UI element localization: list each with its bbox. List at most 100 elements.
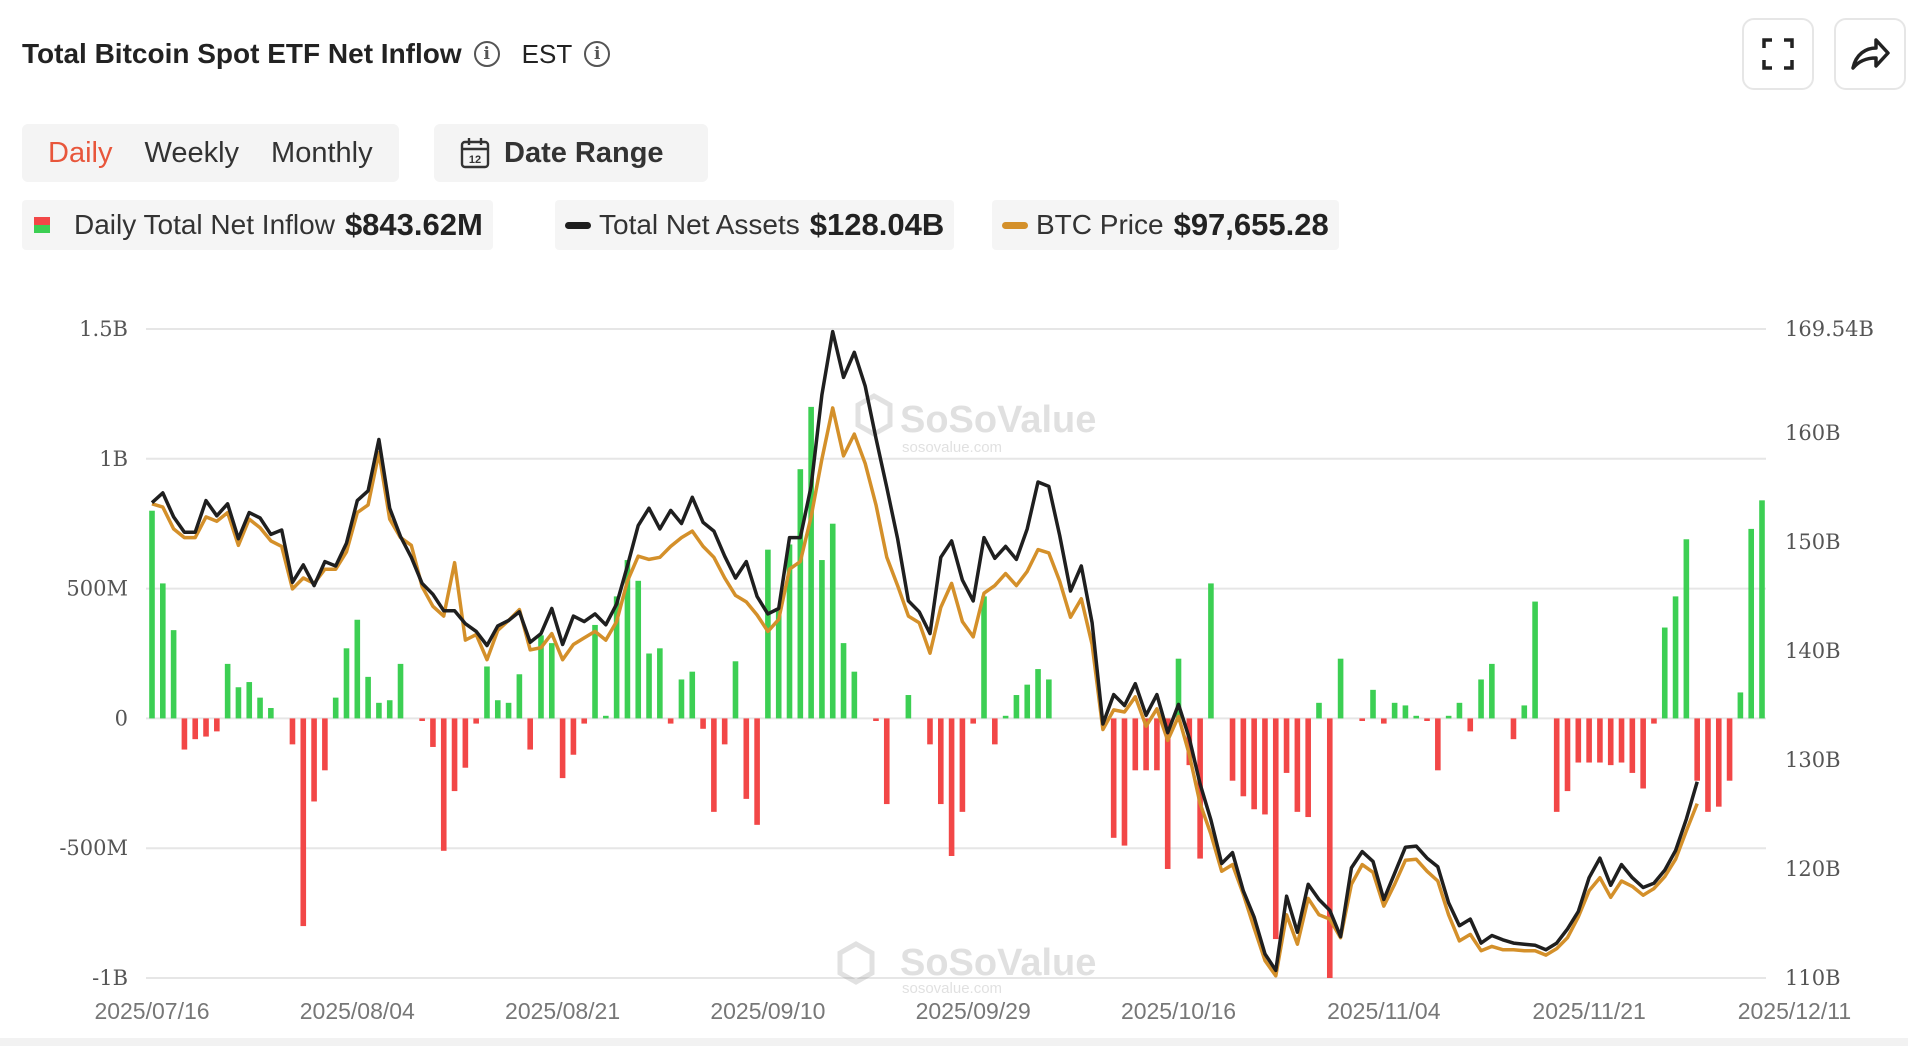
x-tick-label: 2025/08/21: [505, 998, 620, 1024]
inflow-bar-positive: [1456, 702, 1463, 719]
inflow-bar-negative: [1435, 718, 1441, 771]
inflow-bar-positive: [1759, 500, 1765, 719]
inflow-bar-positive: [786, 544, 793, 719]
inflow-bar-negative: [1326, 718, 1333, 978]
inflow-bar-positive: [1002, 715, 1009, 719]
calendar-day: 12: [469, 154, 481, 166]
right-tick-label: 120B: [1785, 857, 1841, 881]
inflow-bar-negative: [462, 718, 469, 768]
inflow-bar-positive: [678, 679, 685, 719]
inflow-bar-negative: [430, 718, 436, 747]
inflow-bar-negative: [992, 718, 998, 745]
inflow-bar-negative: [1272, 718, 1279, 940]
inflow-bar-positive: [797, 469, 804, 719]
inflow-bar-positive: [1035, 669, 1041, 719]
x-tick-label: 2025/12/11: [1738, 998, 1851, 1024]
inflow-bar-negative: [300, 718, 307, 927]
left-tick-label: 0: [115, 706, 128, 730]
right-tick-label: 140B: [1785, 639, 1841, 663]
inflow-bar-positive: [160, 583, 166, 719]
tab-monthly[interactable]: Monthly: [271, 136, 373, 169]
left-tick-label: -1B: [92, 966, 128, 990]
inflow-bar-negative: [322, 718, 328, 771]
tab-daily[interactable]: Daily: [48, 136, 113, 169]
inflow-bar-positive: [494, 700, 501, 719]
inflow-bar-positive: [1370, 689, 1376, 719]
legend-assets[interactable]: Total Net Assets $128.04B: [555, 200, 955, 250]
inflow-bar-positive: [1024, 684, 1031, 719]
legend-inflow[interactable]: Daily Total Net Inflow $843.62M: [22, 200, 493, 250]
inflow-bar-negative: [1132, 718, 1139, 771]
inflow-bar-positive: [1402, 705, 1409, 719]
left-tick-label: -500M: [59, 836, 128, 860]
inflow-bar-negative: [1164, 718, 1171, 869]
fullscreen-button[interactable]: [1742, 18, 1814, 90]
inflow-bar-negative: [527, 718, 533, 750]
inflow-bar-positive: [732, 661, 739, 719]
inflow-bar-positive: [386, 700, 393, 719]
x-tick-label: 2025/10/16: [1121, 998, 1236, 1024]
chart-header: Total Bitcoin Spot ETF Net Inflow i EST …: [22, 30, 611, 78]
inflow-bar-positive: [354, 619, 361, 719]
inflow-bar-positive: [765, 549, 771, 719]
watermark-bottom: SoSoValue sosovalue.com: [837, 941, 1096, 997]
inflow-bar-negative: [473, 718, 479, 724]
inflow-bar-positive: [1748, 528, 1754, 719]
inflow-bar-negative: [181, 718, 188, 750]
inflow-bar-negative: [1651, 718, 1657, 724]
date-range-label: Date Range: [504, 136, 664, 169]
x-tick-label: 2025/09/29: [916, 998, 1031, 1024]
right-axis-labels: 169.54B 160B 150B 140B 130B 120B 110B: [1785, 317, 1874, 990]
date-range-button[interactable]: 12 Date Range: [434, 124, 708, 182]
inflow-bar-negative: [883, 718, 890, 805]
inflow-bar-positive: [246, 682, 253, 719]
inflow-bar-positive: [1445, 715, 1452, 719]
inflow-bar-negative: [1143, 718, 1149, 771]
inflow-bar-positive: [235, 687, 242, 719]
inflow-bar-positive: [332, 697, 339, 719]
inflow-bar-negative: [711, 718, 717, 812]
inflow-bar-positive: [624, 560, 631, 719]
right-tick-label: 169.54B: [1785, 317, 1874, 341]
legend-inflow-label: Daily Total Net Inflow: [74, 209, 335, 240]
inflow-bar-negative: [559, 718, 566, 779]
inflow-bar-positive: [1521, 705, 1528, 719]
inflow-bar-negative: [1715, 718, 1722, 807]
inflow-bar-positive: [376, 702, 382, 719]
inflow-bar-negative: [700, 718, 706, 729]
inflow-bar-negative: [1618, 718, 1625, 763]
inflow-bar-negative: [1629, 718, 1636, 773]
inflow-bar-negative: [1154, 718, 1160, 771]
right-tick-label: 150B: [1785, 530, 1841, 554]
watermark-top-url: sosovalue.com: [902, 439, 1002, 456]
right-tick-label: 160B: [1785, 421, 1841, 445]
inflow-bar-positive: [343, 648, 350, 719]
inflow-bar-negative: [311, 718, 317, 802]
inflow-bar-positive: [1013, 695, 1020, 719]
inflow-bar-negative: [1424, 718, 1430, 721]
share-button[interactable]: [1834, 18, 1906, 90]
timezone-label: EST: [521, 38, 573, 69]
inflow-bar-positive: [516, 674, 523, 719]
legend-btc-value: $97,655.28: [1173, 207, 1329, 242]
inflow-bar-negative: [1262, 718, 1268, 815]
left-tick-label: 500M: [66, 577, 128, 601]
inflow-bar-positive: [851, 671, 858, 719]
inflow-bar-negative: [970, 718, 977, 724]
inflow-bar-positive: [603, 715, 609, 719]
inflow-bar-positive: [905, 695, 912, 719]
btc-line-swatch: [1002, 221, 1028, 229]
legend-btc[interactable]: BTC Price $97,655.28: [992, 200, 1339, 250]
fullscreen-icon: [1762, 38, 1794, 70]
tab-weekly[interactable]: Weekly: [144, 136, 240, 169]
timezone-info-icon[interactable]: i: [584, 41, 611, 67]
inflow-bar-negative: [1586, 718, 1592, 763]
info-icon[interactable]: i: [473, 41, 500, 67]
inflow-bar-negative: [667, 718, 674, 724]
inflow-bar-positive: [1046, 679, 1052, 719]
gridlines: [146, 328, 1766, 979]
inflow-bar-positive: [808, 406, 814, 719]
inflow-bar-positive: [592, 624, 598, 719]
inflow-bar-positive: [657, 648, 663, 719]
